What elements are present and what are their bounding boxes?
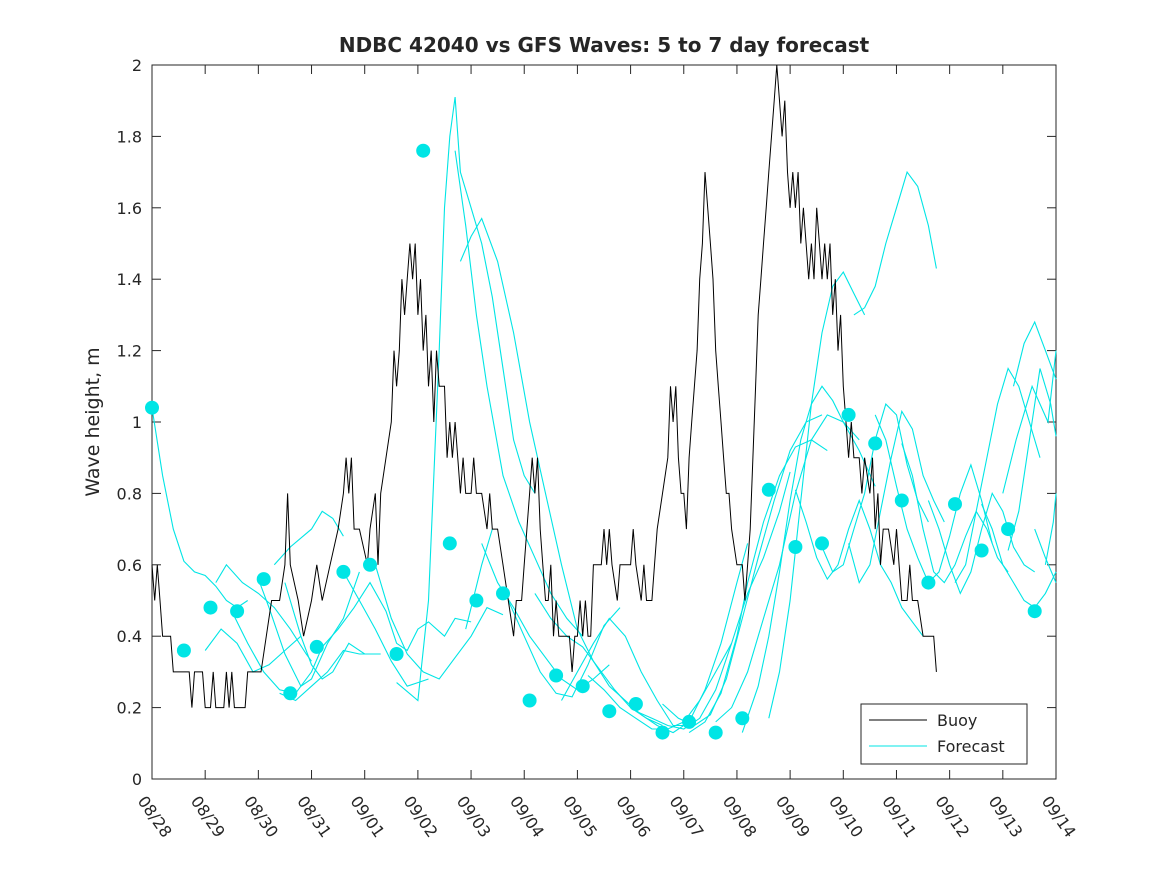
- forecast-line: [1012, 320, 1057, 387]
- y-tick-label: 0.6: [117, 556, 142, 575]
- forecast-marker: [868, 436, 883, 451]
- legend: Buoy Forecast: [860, 703, 1028, 765]
- forecast-line: [853, 170, 937, 316]
- buoy-series: [151, 64, 937, 709]
- forecast-line: [874, 414, 993, 584]
- forecast-marker: [894, 493, 909, 508]
- forecast-marker: [389, 647, 404, 661]
- forecast-marker: [974, 543, 989, 558]
- forecast-marker: [442, 536, 457, 551]
- legend-forecast-label: Forecast: [937, 737, 1005, 756]
- forecast-line: [231, 610, 323, 694]
- y-tick-label: 0.8: [117, 484, 142, 503]
- forecast-line: [459, 217, 610, 687]
- forecast-line: [1044, 493, 1057, 565]
- forecast-marker: [575, 679, 590, 694]
- y-tick-label: 1.2: [117, 342, 142, 361]
- chart-title: NDBC 42040 vs GFS Waves: 5 to 7 day fore…: [339, 33, 870, 57]
- forecast-marker: [549, 668, 564, 683]
- forecast-line: [1007, 368, 1057, 551]
- forecast-line: [321, 581, 472, 652]
- forecast-marker: [735, 711, 750, 726]
- forecast-line: [635, 471, 791, 730]
- y-tick-label: 1: [132, 413, 142, 432]
- y-tick-label: 1.4: [117, 270, 142, 289]
- forecast-marker: [256, 572, 271, 587]
- forecast-line: [151, 407, 249, 609]
- forecast-marker: [708, 725, 723, 740]
- forecast-line: [454, 150, 584, 637]
- forecast-marker: [230, 604, 245, 619]
- forecast-marker: [309, 639, 324, 654]
- forecast-line: [465, 528, 493, 630]
- forecast-marker: [469, 593, 484, 608]
- forecast-line: [1034, 528, 1057, 583]
- forecast-marker: [363, 557, 377, 572]
- forecast-marker: [203, 600, 218, 615]
- forecast-line: [954, 367, 1041, 583]
- forecast-marker: [1001, 522, 1016, 537]
- forecast-marker: [761, 482, 776, 497]
- forecast-line: [901, 443, 1009, 584]
- forecast-marker: [283, 686, 298, 701]
- buoy-line: [151, 64, 937, 709]
- forecast-markers: [145, 143, 1042, 740]
- forecast-marker: [336, 564, 351, 579]
- forecast-marker: [145, 400, 159, 415]
- forecast-line: [688, 439, 828, 734]
- y-axis: 0 0.2 0.4 0.6 0.8 1 1.2 1.4 1.6 1.8 2: [117, 56, 1056, 789]
- forecast-series: [151, 97, 1057, 734]
- y-tick-label: 0.2: [117, 699, 142, 718]
- y-tick-label: 0.4: [117, 627, 142, 646]
- forecast-marker: [176, 643, 191, 658]
- forecast-line: [981, 503, 1057, 609]
- forecast-marker: [948, 497, 962, 512]
- forecast-marker: [628, 697, 643, 711]
- forecast-marker: [682, 714, 697, 729]
- forecast-marker: [496, 586, 510, 601]
- forecast-line: [257, 571, 360, 688]
- legend-buoy-label: Buoy: [937, 711, 977, 730]
- forecast-marker: [602, 704, 617, 719]
- legend-box: [860, 703, 1028, 765]
- forecast-line: [279, 649, 376, 702]
- forecast-marker: [921, 575, 936, 590]
- y-axis-label: Wave height, m: [82, 347, 104, 496]
- forecast-line: [768, 271, 866, 719]
- forecast-line: [396, 97, 536, 702]
- forecast-line: [715, 414, 860, 723]
- forecast-line: [1002, 350, 1057, 494]
- forecast-marker: [1027, 604, 1042, 619]
- forecast-marker: [416, 143, 431, 158]
- forecast-line: [284, 582, 381, 680]
- forecast-marker: [815, 536, 829, 551]
- y-tick-label: 1.6: [117, 199, 142, 218]
- forecast-marker: [841, 407, 856, 422]
- forecast-line: [794, 489, 924, 637]
- forecast-line: [927, 492, 1036, 595]
- axes-frame: [151, 64, 1057, 780]
- forecast-marker: [522, 693, 537, 708]
- forecast-marker: [788, 540, 803, 554]
- forecast-line: [374, 564, 504, 680]
- y-tick-label: 2: [132, 56, 142, 75]
- forecast-line: [848, 409, 945, 584]
- y-tick-label: 1.8: [117, 127, 142, 146]
- forecast-line: [273, 510, 344, 566]
- forecast-line: [561, 617, 690, 727]
- forecast-line: [342, 571, 429, 687]
- forecast-marker: [655, 725, 670, 740]
- y-tick-label: 0: [132, 770, 142, 789]
